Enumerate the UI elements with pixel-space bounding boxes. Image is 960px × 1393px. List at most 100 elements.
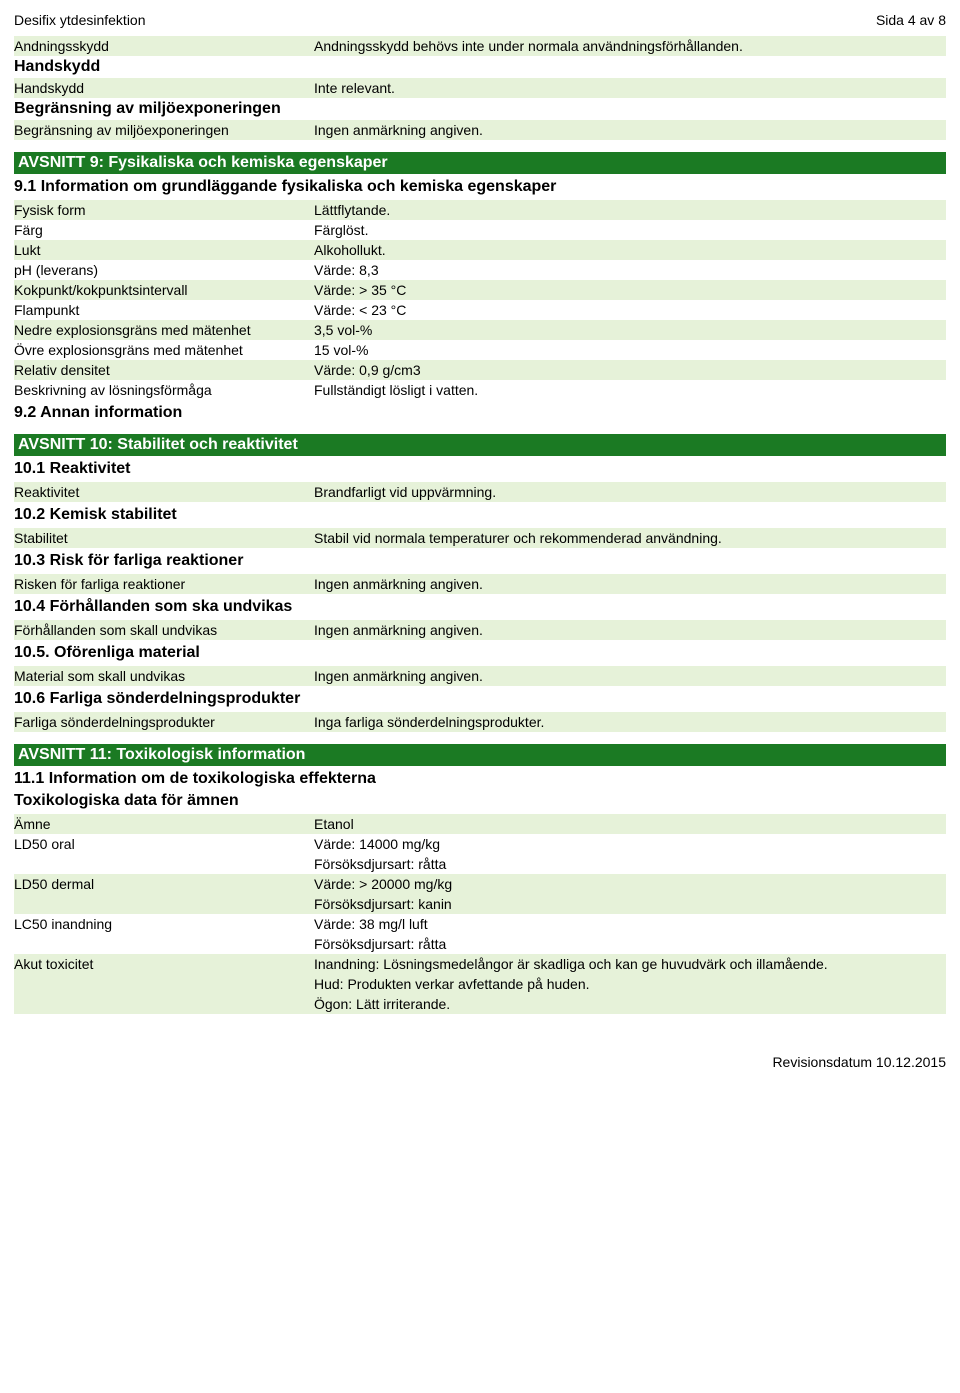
row-label: LD50 dermal [14, 876, 314, 892]
section9-sub91: 9.1 Information om grundläggande fysikal… [14, 178, 946, 196]
row-label: Kokpunkt/kokpunktsintervall [14, 282, 314, 298]
row-label: Handskydd [14, 80, 314, 96]
row-value: Hud: Produkten verkar avfettande på hude… [314, 976, 946, 992]
row-value: Inga farliga sönderdelningsprodukter. [314, 714, 946, 730]
section11-subtox: Toxikologiska data för ämnen [14, 792, 946, 810]
row-value: Brandfarligt vid uppvärmning. [314, 484, 946, 500]
row-value: Ingen anmärkning angiven. [314, 622, 946, 638]
row-label: Begränsning av miljöexponeringen [14, 100, 314, 118]
data-row: LD50 oralVärde: 14000 mg/kg [14, 834, 946, 854]
section10-sub105: 10.5. Oförenliga material [14, 644, 946, 662]
row-value: Värde: 8,3 [314, 262, 946, 278]
row-value: Alkohollukt. [314, 242, 946, 258]
row-value: Inandning: Lösningsmedelångor är skadlig… [314, 956, 946, 972]
row-label: Begränsning av miljöexponeringen [14, 122, 314, 138]
data-row: ÄmneEtanol [14, 814, 946, 834]
data-row: Risken för farliga reaktionerIngen anmär… [14, 574, 946, 594]
row-value: Värde: 0,9 g/cm3 [314, 362, 946, 378]
row-value: Andningsskydd behövs inte under normala … [314, 38, 946, 54]
row-value: Fullständigt lösligt i vatten. [314, 382, 946, 398]
data-row: Farliga sönderdelningsprodukterInga farl… [14, 712, 946, 732]
data-row: Begränsning av miljöexponeringenIngen an… [14, 120, 946, 140]
row-value: Inte relevant. [314, 80, 946, 96]
row-label: Material som skall undvikas [14, 668, 314, 684]
data-row: AndningsskyddAndningsskydd behövs inte u… [14, 36, 946, 56]
data-row: Relativ densitetVärde: 0,9 g/cm3 [14, 360, 946, 380]
doc-title: Desifix ytdesinfektion [14, 12, 146, 28]
data-row: Försöksdjursart: råtta [14, 854, 946, 874]
data-row: HandskyddInte relevant. [14, 78, 946, 98]
row-value: Försöksdjursart: kanin [314, 896, 946, 912]
section9-rows: Fysisk formLättflytande.FärgFärglöst.Luk… [14, 200, 946, 400]
data-row: LC50 inandningVärde: 38 mg/l luft [14, 914, 946, 934]
data-row: Förhållanden som skall undvikasIngen anm… [14, 620, 946, 640]
data-row: Begränsning av miljöexponeringen [14, 98, 946, 120]
row-label: Beskrivning av lösningsförmåga [14, 382, 314, 398]
section10-rows105: Material som skall undvikasIngen anmärkn… [14, 666, 946, 686]
data-row: Ögon: Lätt irriterande. [14, 994, 946, 1014]
row-value: Ingen anmärkning angiven. [314, 122, 946, 138]
row-value: Försöksdjursart: råtta [314, 856, 946, 872]
row-label: Risken för farliga reaktioner [14, 576, 314, 592]
section10-rows104: Förhållanden som skall undvikasIngen anm… [14, 620, 946, 640]
row-label: Lukt [14, 242, 314, 258]
data-row: Hud: Produkten verkar avfettande på hude… [14, 974, 946, 994]
data-row: StabilitetStabil vid normala temperature… [14, 528, 946, 548]
data-row: LD50 dermalVärde: > 20000 mg/kg [14, 874, 946, 894]
row-label: Andningsskydd [14, 38, 314, 54]
row-value: Lättflytande. [314, 202, 946, 218]
section11-rows: ÄmneEtanolLD50 oralVärde: 14000 mg/kgFör… [14, 814, 946, 1014]
row-value: Stabil vid normala temperaturer och reko… [314, 530, 946, 546]
row-value: Ingen anmärkning angiven. [314, 668, 946, 684]
row-label: Farliga sönderdelningsprodukter [14, 714, 314, 730]
section10-sub102: 10.2 Kemisk stabilitet [14, 506, 946, 524]
section9-sub92: 9.2 Annan information [14, 404, 946, 422]
row-value: Värde: < 23 °C [314, 302, 946, 318]
page-header: Desifix ytdesinfektion Sida 4 av 8 [14, 12, 946, 28]
row-label: Relativ densitet [14, 362, 314, 378]
row-label: Förhållanden som skall undvikas [14, 622, 314, 638]
section10-rows106: Farliga sönderdelningsprodukterInga farl… [14, 712, 946, 732]
row-label: pH (leverans) [14, 262, 314, 278]
row-label: LD50 oral [14, 836, 314, 852]
row-label: Färg [14, 222, 314, 238]
row-label: Nedre explosionsgräns med mätenhet [14, 322, 314, 338]
data-row: ReaktivitetBrandfarligt vid uppvärmning. [14, 482, 946, 502]
data-row: pH (leverans)Värde: 8,3 [14, 260, 946, 280]
section11-title: AVSNITT 11: Toxikologisk information [14, 744, 946, 766]
row-value: 15 vol-% [314, 342, 946, 358]
section10-title: AVSNITT 10: Stabilitet och reaktivitet [14, 434, 946, 456]
data-row: Kokpunkt/kokpunktsintervallVärde: > 35 °… [14, 280, 946, 300]
row-value: 3,5 vol-% [314, 322, 946, 338]
row-value: Försöksdjursart: råtta [314, 936, 946, 952]
row-label: Fysisk form [14, 202, 314, 218]
row-label: Reaktivitet [14, 484, 314, 500]
data-row: FlampunktVärde: < 23 °C [14, 300, 946, 320]
data-row: FärgFärglöst. [14, 220, 946, 240]
row-value: Värde: 38 mg/l luft [314, 916, 946, 932]
section10-sub101: 10.1 Reaktivitet [14, 460, 946, 478]
row-label: Övre explosionsgräns med mätenhet [14, 342, 314, 358]
data-row: LuktAlkohollukt. [14, 240, 946, 260]
row-value: Värde: > 20000 mg/kg [314, 876, 946, 892]
section8-rows: AndningsskyddAndningsskydd behövs inte u… [14, 36, 946, 140]
data-row: Beskrivning av lösningsförmågaFullständi… [14, 380, 946, 400]
row-label: Akut toxicitet [14, 956, 314, 972]
section11-sub111: 11.1 Information om de toxikologiska eff… [14, 770, 946, 788]
row-label: Stabilitet [14, 530, 314, 546]
row-label: Handskydd [14, 58, 314, 76]
section10-rows103: Risken för farliga reaktionerIngen anmär… [14, 574, 946, 594]
data-row: Material som skall undvikasIngen anmärkn… [14, 666, 946, 686]
data-row: Akut toxicitetInandning: Lösningsmedelån… [14, 954, 946, 974]
row-value: Ingen anmärkning angiven. [314, 576, 946, 592]
section9-title: AVSNITT 9: Fysikaliska och kemiska egens… [14, 152, 946, 174]
data-row: Fysisk formLättflytande. [14, 200, 946, 220]
row-value: Färglöst. [314, 222, 946, 238]
section10-sub104: 10.4 Förhållanden som ska undvikas [14, 598, 946, 616]
section10-rows102: StabilitetStabil vid normala temperature… [14, 528, 946, 548]
section10-sub106: 10.6 Farliga sönderdelningsprodukter [14, 690, 946, 708]
row-value: Värde: 14000 mg/kg [314, 836, 946, 852]
row-label: Flampunkt [14, 302, 314, 318]
data-row: Försöksdjursart: råtta [14, 934, 946, 954]
page-indicator: Sida 4 av 8 [876, 12, 946, 28]
